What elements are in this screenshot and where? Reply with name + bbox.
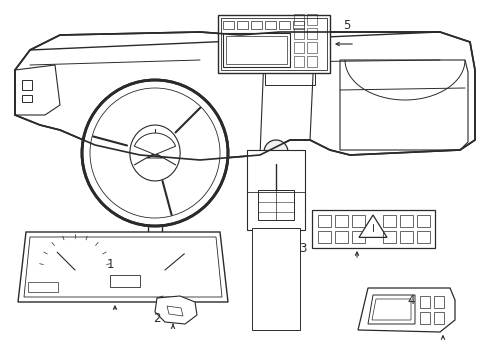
Text: 1: 1 <box>106 258 114 271</box>
Polygon shape <box>155 296 197 324</box>
Text: 3: 3 <box>299 242 306 255</box>
Circle shape <box>82 80 227 226</box>
Polygon shape <box>246 150 305 230</box>
Text: 4: 4 <box>406 294 414 307</box>
Circle shape <box>305 49 325 69</box>
Polygon shape <box>357 288 454 332</box>
Polygon shape <box>251 228 299 330</box>
Polygon shape <box>311 210 434 248</box>
Circle shape <box>436 297 452 313</box>
Polygon shape <box>358 215 386 237</box>
Polygon shape <box>18 232 227 302</box>
Polygon shape <box>15 32 474 160</box>
Polygon shape <box>135 248 175 268</box>
Polygon shape <box>218 15 329 73</box>
Text: 2: 2 <box>152 312 160 325</box>
Text: 5: 5 <box>343 19 350 32</box>
Polygon shape <box>129 125 180 181</box>
Circle shape <box>264 140 287 164</box>
Polygon shape <box>134 133 175 158</box>
